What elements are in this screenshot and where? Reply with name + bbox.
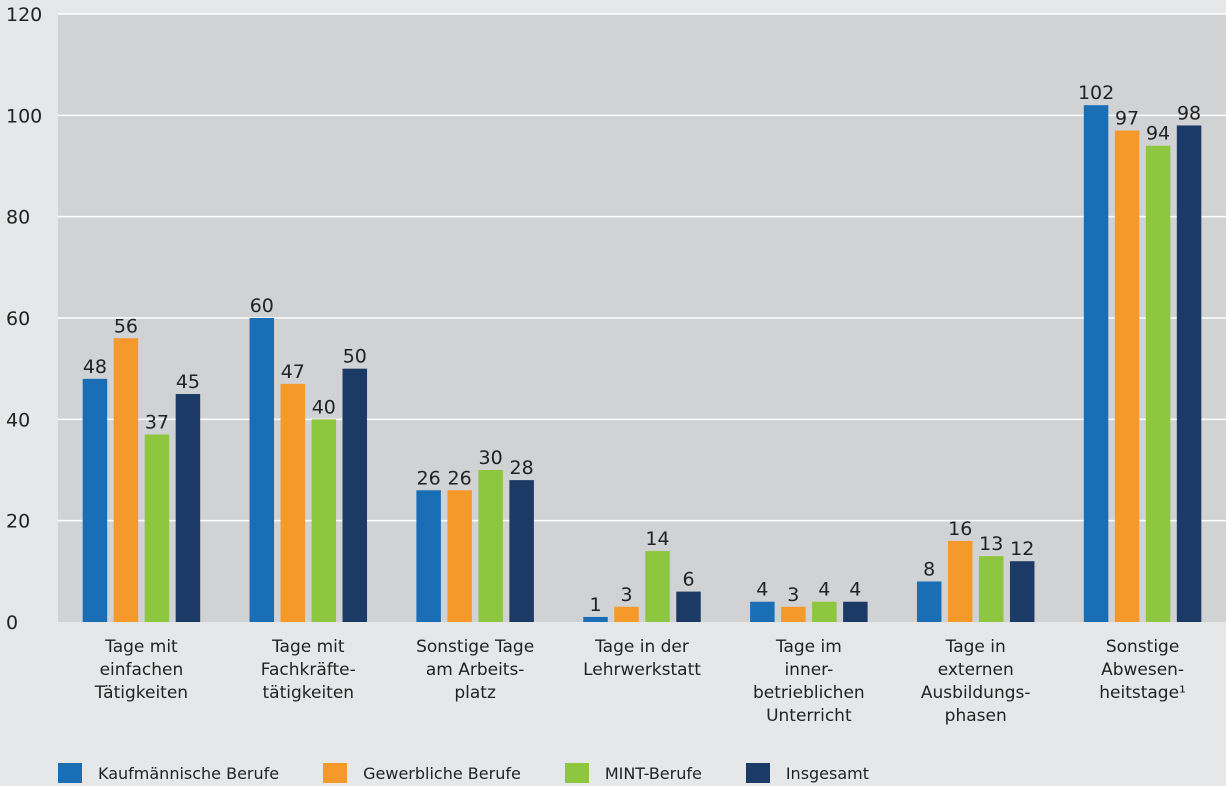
bar <box>843 601 868 622</box>
legend-swatch <box>564 763 589 783</box>
x-category-label: Tage mit <box>104 637 178 657</box>
bar <box>1114 130 1140 623</box>
x-category-label: einfachen <box>100 660 184 680</box>
x-category-label: Lehrwerkstatt <box>583 660 701 680</box>
x-category-label: phasen <box>945 706 1007 726</box>
legend-label: Insgesamt <box>785 763 870 783</box>
x-category-label: Sonstige Tage <box>416 637 534 657</box>
bar <box>478 470 503 622</box>
data-label: 14 <box>645 528 669 550</box>
data-label: 4 <box>756 579 768 601</box>
data-label: 6 <box>682 569 694 591</box>
x-category-label: Unterricht <box>766 706 852 726</box>
bar <box>249 318 275 622</box>
data-label: 60 <box>250 295 274 317</box>
data-label: 37 <box>145 412 169 434</box>
x-category-label: externen <box>938 660 1014 680</box>
legend-label: Gewerbliche Berufe <box>363 763 521 783</box>
legend: Kaufmännische Berufe Gewerbliche Berufe … <box>58 760 913 786</box>
legend-label: MINT-Berufe <box>604 763 702 783</box>
x-category-label: Tage in der <box>594 637 689 657</box>
data-label: 16 <box>948 518 972 540</box>
y-tick-label: 60 <box>6 308 30 330</box>
data-label: 45 <box>176 371 200 393</box>
bar <box>947 540 973 622</box>
data-label: 30 <box>479 447 503 469</box>
data-label: 28 <box>510 457 534 479</box>
x-category-label: Tage in <box>945 637 1006 657</box>
bar <box>1176 125 1202 622</box>
data-label: 94 <box>1146 123 1170 145</box>
bar <box>416 490 441 622</box>
bar <box>447 490 472 622</box>
legend-item-gewerblich: Gewerbliche Berufe <box>323 763 521 783</box>
data-label: 26 <box>417 467 441 489</box>
legend-item-mint: MINT-Berufe <box>564 763 702 783</box>
bar <box>342 368 368 622</box>
data-label: 8 <box>923 558 935 580</box>
legend-swatch <box>58 763 82 783</box>
data-label: 50 <box>343 346 367 368</box>
data-label: 26 <box>448 467 472 489</box>
bar <box>280 383 306 622</box>
bar <box>645 551 670 622</box>
x-category-label: Abwesen- <box>1101 660 1184 680</box>
bar <box>583 616 608 622</box>
bar <box>916 581 942 622</box>
bar <box>175 394 201 622</box>
y-tick-label: 20 <box>6 511 30 533</box>
y-tick-label: 100 <box>6 105 42 127</box>
y-tick-label: 0 <box>6 612 18 634</box>
data-label: 1 <box>589 594 601 616</box>
bar <box>750 601 775 622</box>
x-category-label: Sonstige <box>1106 637 1179 657</box>
bar <box>509 480 534 622</box>
x-category-label: am Arbeits- <box>426 660 525 680</box>
data-label: 98 <box>1177 102 1201 124</box>
data-label: 4 <box>849 579 861 601</box>
legend-label: Kaufmännische Berufe <box>98 763 280 783</box>
bar <box>1145 145 1171 622</box>
x-category-label: tätigkeiten <box>262 683 354 703</box>
x-category-label: betrieblichen <box>753 683 865 703</box>
bar <box>978 556 1004 622</box>
data-label: 12 <box>1010 538 1034 560</box>
data-label: 47 <box>281 361 305 383</box>
legend-swatch <box>323 763 348 783</box>
x-category-label: Ausbildungs- <box>921 683 1031 703</box>
x-category-label: Tätigkeiten <box>94 683 188 703</box>
x-category-label: Tage im <box>775 637 842 657</box>
bar <box>1083 105 1109 622</box>
data-label: 3 <box>787 584 799 606</box>
y-tick-label: 40 <box>6 409 30 431</box>
data-label: 40 <box>312 396 336 418</box>
bar <box>82 378 108 622</box>
legend-swatch <box>745 763 770 783</box>
bar <box>311 419 337 622</box>
bar <box>676 591 701 622</box>
data-label: 56 <box>114 315 138 337</box>
legend-item-kaufmaennisch: Kaufmännische Berufe <box>58 763 279 783</box>
bar <box>144 434 170 622</box>
x-category-label: inner- <box>784 660 833 680</box>
y-tick-label: 80 <box>6 207 30 229</box>
data-label: 48 <box>83 356 107 378</box>
y-tick-label: 120 <box>6 4 42 26</box>
bar <box>812 601 837 622</box>
x-category-label: Fachkräfte- <box>261 660 356 680</box>
bar <box>113 338 139 622</box>
data-label: 4 <box>818 579 830 601</box>
data-label: 3 <box>620 584 632 606</box>
data-label: 97 <box>1115 108 1139 130</box>
bar <box>781 606 806 622</box>
bar <box>614 606 639 622</box>
data-label: 102 <box>1078 82 1114 104</box>
data-label: 13 <box>979 533 1003 555</box>
x-category-label: Tage mit <box>271 637 345 657</box>
x-category-label: heitstage¹ <box>1099 683 1186 703</box>
bar <box>1009 561 1035 622</box>
legend-item-insgesamt: Insgesamt <box>745 763 870 783</box>
x-category-label: platz <box>454 683 496 703</box>
